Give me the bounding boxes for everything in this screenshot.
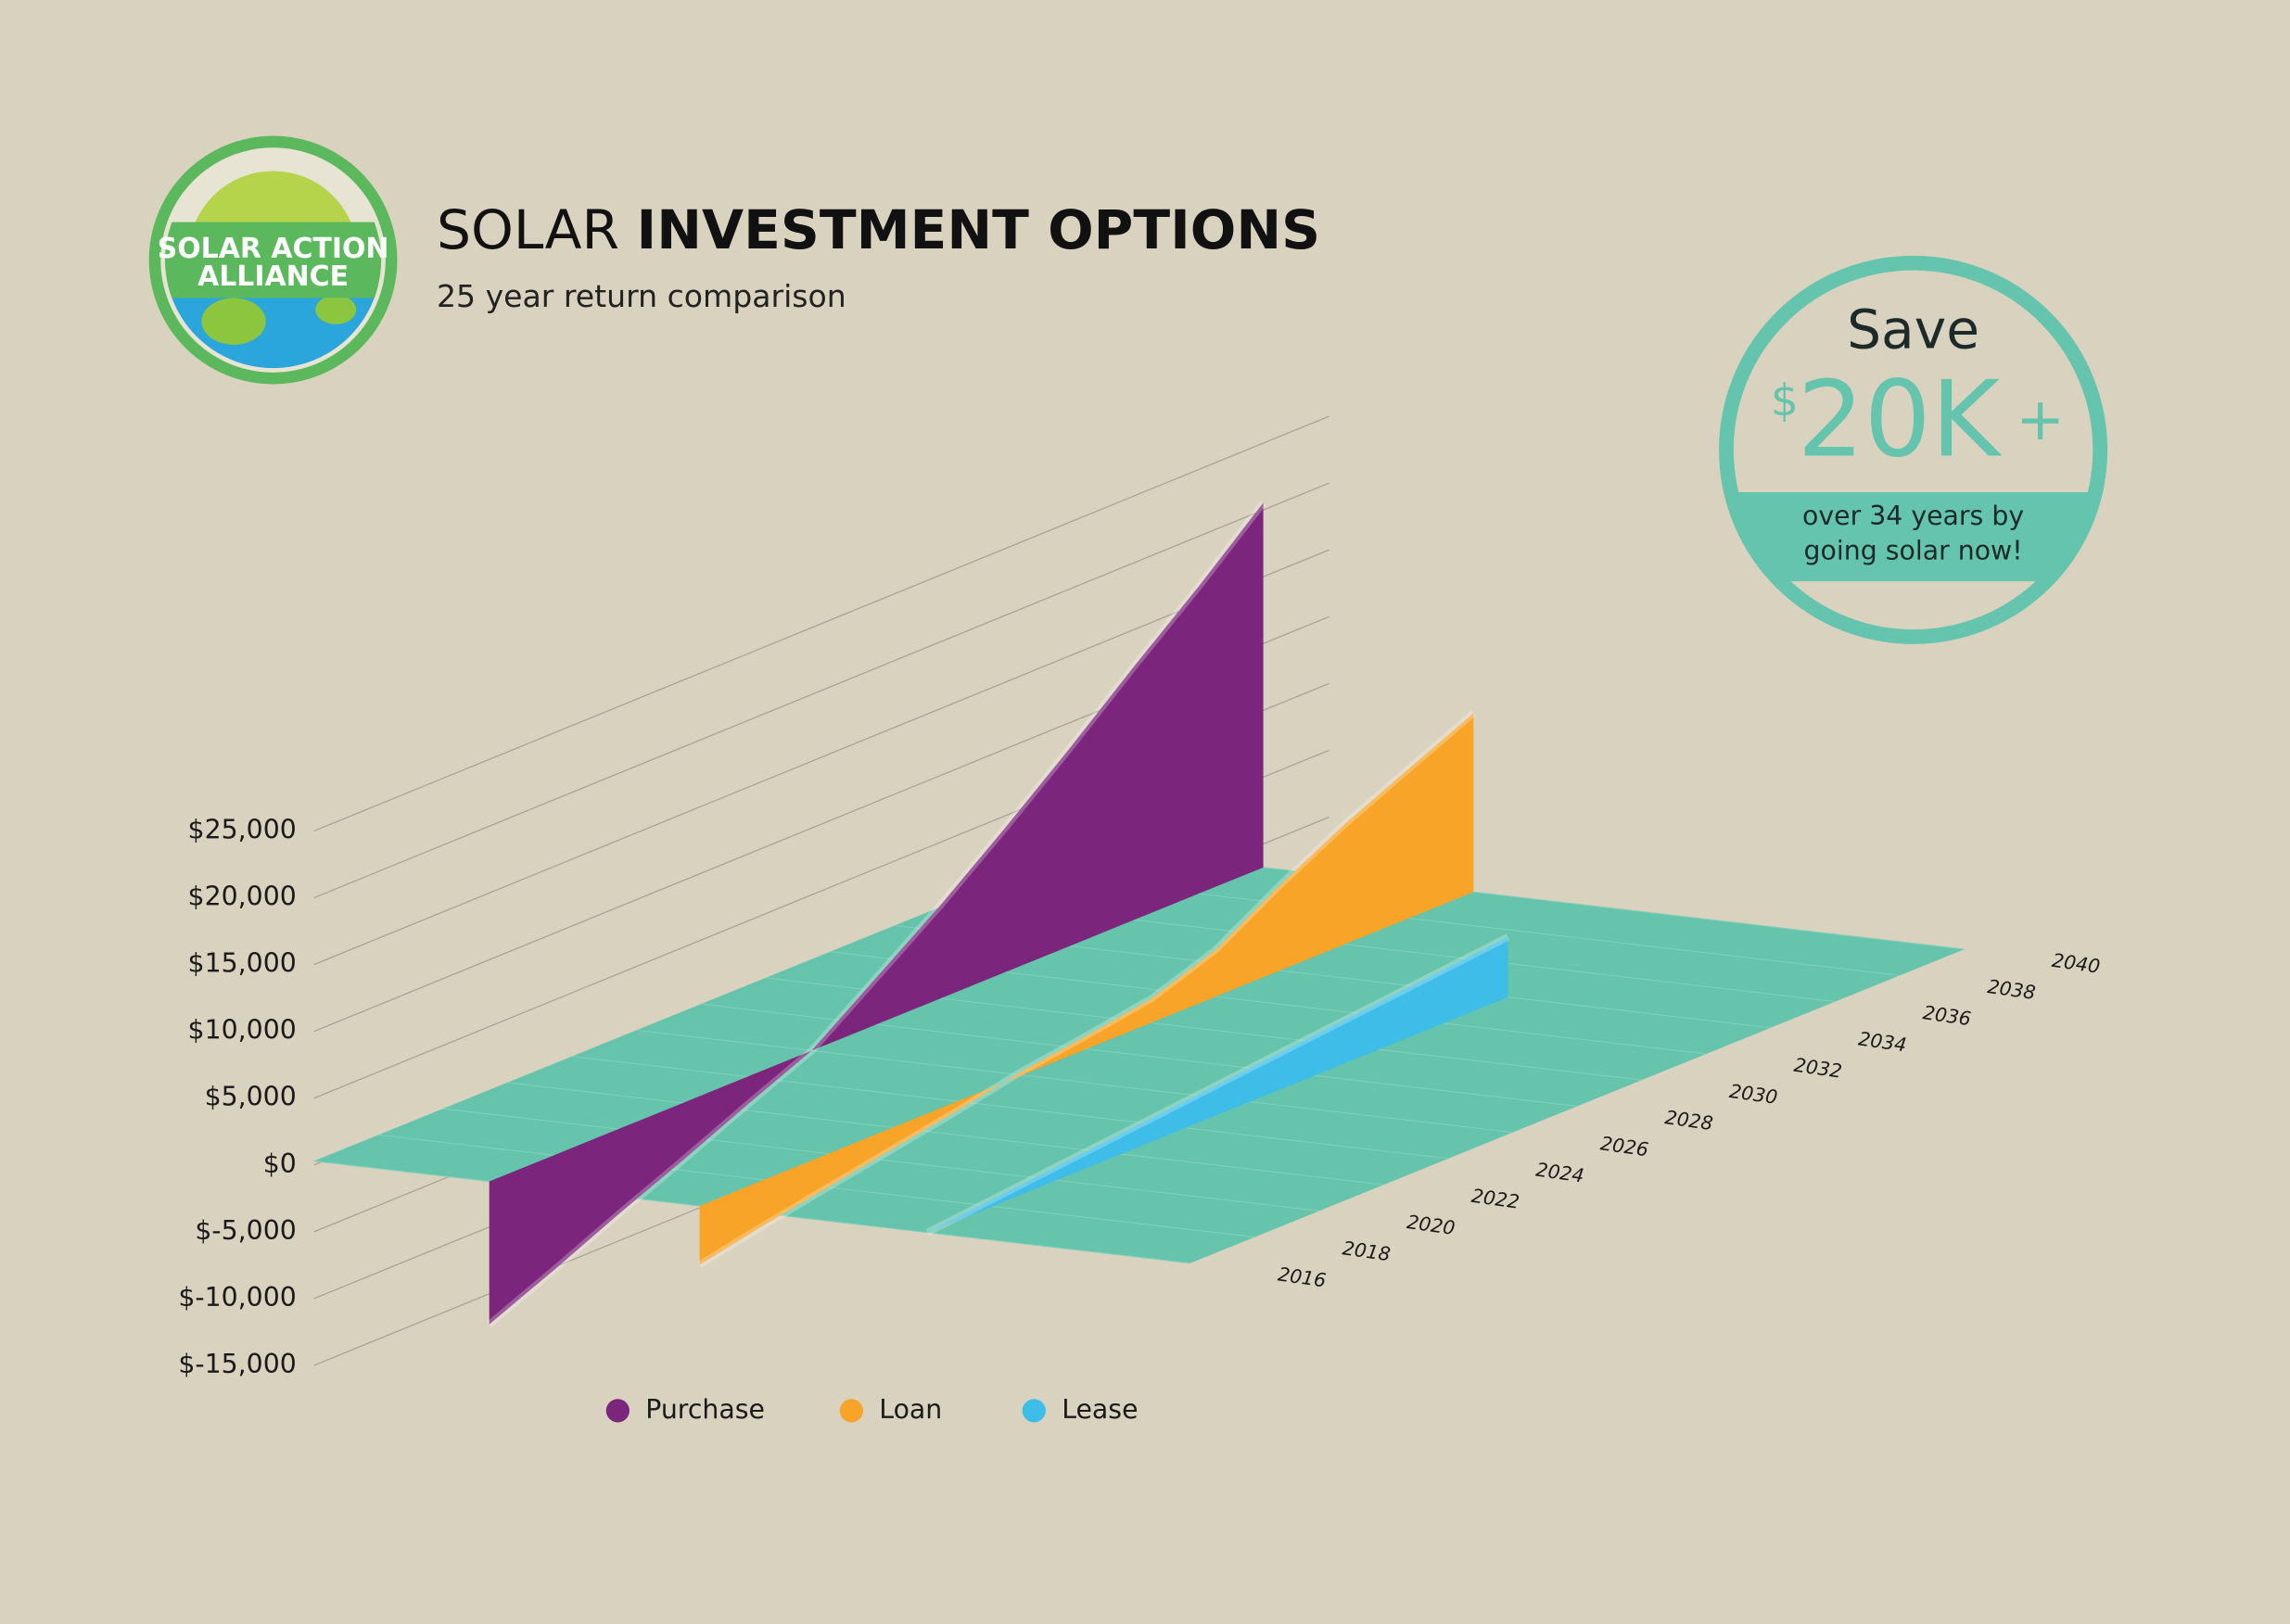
y-tick-label: $25,000 [188, 814, 297, 844]
badge-plus: + [2016, 386, 2065, 453]
legend-label: Purchase [645, 1394, 765, 1425]
badge-save: Save [1847, 298, 1979, 361]
floor-grid-line [507, 1082, 1384, 1186]
legend-swatch [1022, 1399, 1046, 1423]
badge-currency: $ [1771, 375, 1799, 426]
chart-subtitle: 25 year return comparison [437, 278, 846, 314]
logo: SOLAR ACTION ALLIANCE [148, 135, 398, 385]
y-tick-label: $5,000 [205, 1082, 297, 1112]
logo-land [201, 298, 266, 345]
logo-band [165, 222, 382, 298]
series-area [489, 502, 1264, 1325]
grid-line [313, 482, 1329, 899]
legend-swatch [605, 1399, 630, 1423]
legend-label: Loan [879, 1394, 942, 1425]
series-area [927, 936, 1508, 1233]
series-edge [925, 933, 1510, 1237]
logo-text: SOLAR ACTION [158, 233, 389, 265]
floor-grid-line [636, 1029, 1513, 1134]
badge-ring [1719, 255, 2108, 644]
logo-text: ALLIANCE [197, 260, 349, 293]
title-bold: INVESTMENT OPTIONS [637, 198, 1321, 261]
y-tick-label: $10,000 [188, 1015, 297, 1046]
legend-swatch [839, 1399, 863, 1423]
y-tick-label: $-15,000 [178, 1349, 296, 1379]
badge-text: over 34 years by [1802, 501, 2024, 531]
badge-band [1725, 492, 2101, 582]
title-light: SOLAR [437, 198, 619, 261]
badge-amount: 20K [1797, 358, 2002, 480]
grid-line [313, 549, 1329, 966]
series-area [699, 713, 1474, 1265]
floor-grid-line [442, 1108, 1320, 1212]
y-tick-label: $-10,000 [178, 1282, 296, 1313]
logo-land [315, 295, 357, 324]
legend-label: Lease [1062, 1394, 1138, 1425]
series-edge [487, 500, 1266, 1327]
y-tick-label: $15,000 [188, 948, 297, 979]
y-tick-label: $0 [263, 1148, 297, 1179]
badge: Save $ 20K + over 34 years by going sola… [1719, 255, 2108, 644]
y-tick-label: $-5,000 [195, 1215, 296, 1246]
y-tick-label: $20,000 [188, 882, 297, 912]
chart: $-15,000 $-10,000 $-5,000 $0 $5,000 $10,000 $1… [178, 415, 2102, 1425]
series-edge [697, 710, 1476, 1268]
chart-title: SOLAR INVESTMENT OPTIONS [437, 198, 1320, 261]
badge-text: going solar now! [1804, 536, 2023, 566]
floor-grid-line [571, 1056, 1449, 1160]
grid-line [313, 415, 1329, 832]
